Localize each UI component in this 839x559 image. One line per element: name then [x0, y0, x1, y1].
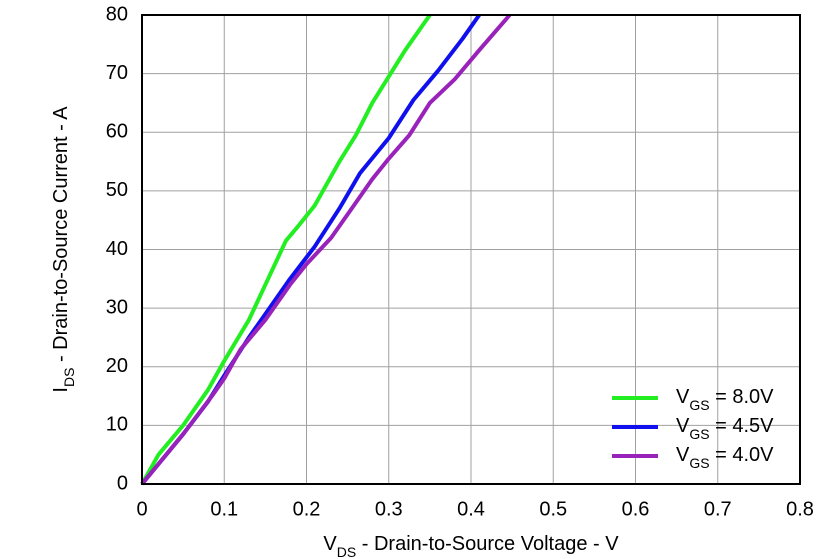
y-axis-label-rest: - Drain-to-Source Current - A — [50, 106, 72, 368]
legend-label-rest: = 8.0V — [710, 386, 775, 408]
x-axis-label-main: V — [323, 533, 337, 555]
legend-label-rest: = 4.5V — [710, 415, 775, 437]
x-tick-label: 0.6 — [622, 498, 650, 520]
legend-label-sub: GS — [689, 397, 709, 413]
y-axis-label: IDS - Drain-to-Source Current - A — [50, 106, 76, 393]
x-tick-label: 0.1 — [210, 498, 238, 520]
x-tick-label: 0.4 — [457, 498, 485, 520]
data-line — [140, 13, 512, 486]
y-tick-label: 80 — [106, 3, 128, 25]
legend-label-rest: = 4.0V — [710, 444, 775, 466]
data-line — [140, 13, 432, 485]
x-tick-label: 0.5 — [539, 498, 567, 520]
y-tick-label: 50 — [106, 179, 128, 201]
x-tick-label: 0.2 — [293, 498, 321, 520]
legend-label-main: V — [676, 415, 690, 437]
y-tick-label: 70 — [106, 62, 128, 84]
x-axis-label: VDS - Drain-to-Source Voltage - V — [323, 533, 619, 559]
legend-label: VGS = 8.0V — [676, 386, 774, 412]
y-tick-label: 20 — [106, 355, 128, 377]
x-tick-label: 0.7 — [704, 498, 732, 520]
x-axis-label-rest: - Drain-to-Source Voltage - V — [356, 533, 619, 555]
legend-label-sub: GS — [689, 426, 709, 442]
x-tick-label: 0.3 — [375, 498, 403, 520]
y-tick-label: 60 — [106, 121, 128, 143]
x-tick-label: 0 — [136, 498, 147, 520]
y-axis-label-main: I — [50, 387, 72, 393]
x-tick-label: 0.8 — [786, 498, 814, 520]
x-axis-label-sub: DS — [337, 544, 356, 559]
legend-label-main: V — [676, 444, 690, 466]
y-tick-label: 40 — [106, 238, 128, 260]
y-tick-label: 30 — [106, 296, 128, 318]
legend-label-main: V — [676, 386, 690, 408]
y-tick-label: 10 — [106, 414, 128, 436]
legend-label: VGS = 4.0V — [676, 444, 774, 470]
y-axis-label-sub: DS — [61, 368, 77, 387]
y-tick-label: 0 — [117, 472, 128, 494]
legend-label-sub: GS — [689, 455, 709, 471]
legend-label: VGS = 4.5V — [676, 415, 774, 441]
plot-frame — [141, 14, 801, 485]
